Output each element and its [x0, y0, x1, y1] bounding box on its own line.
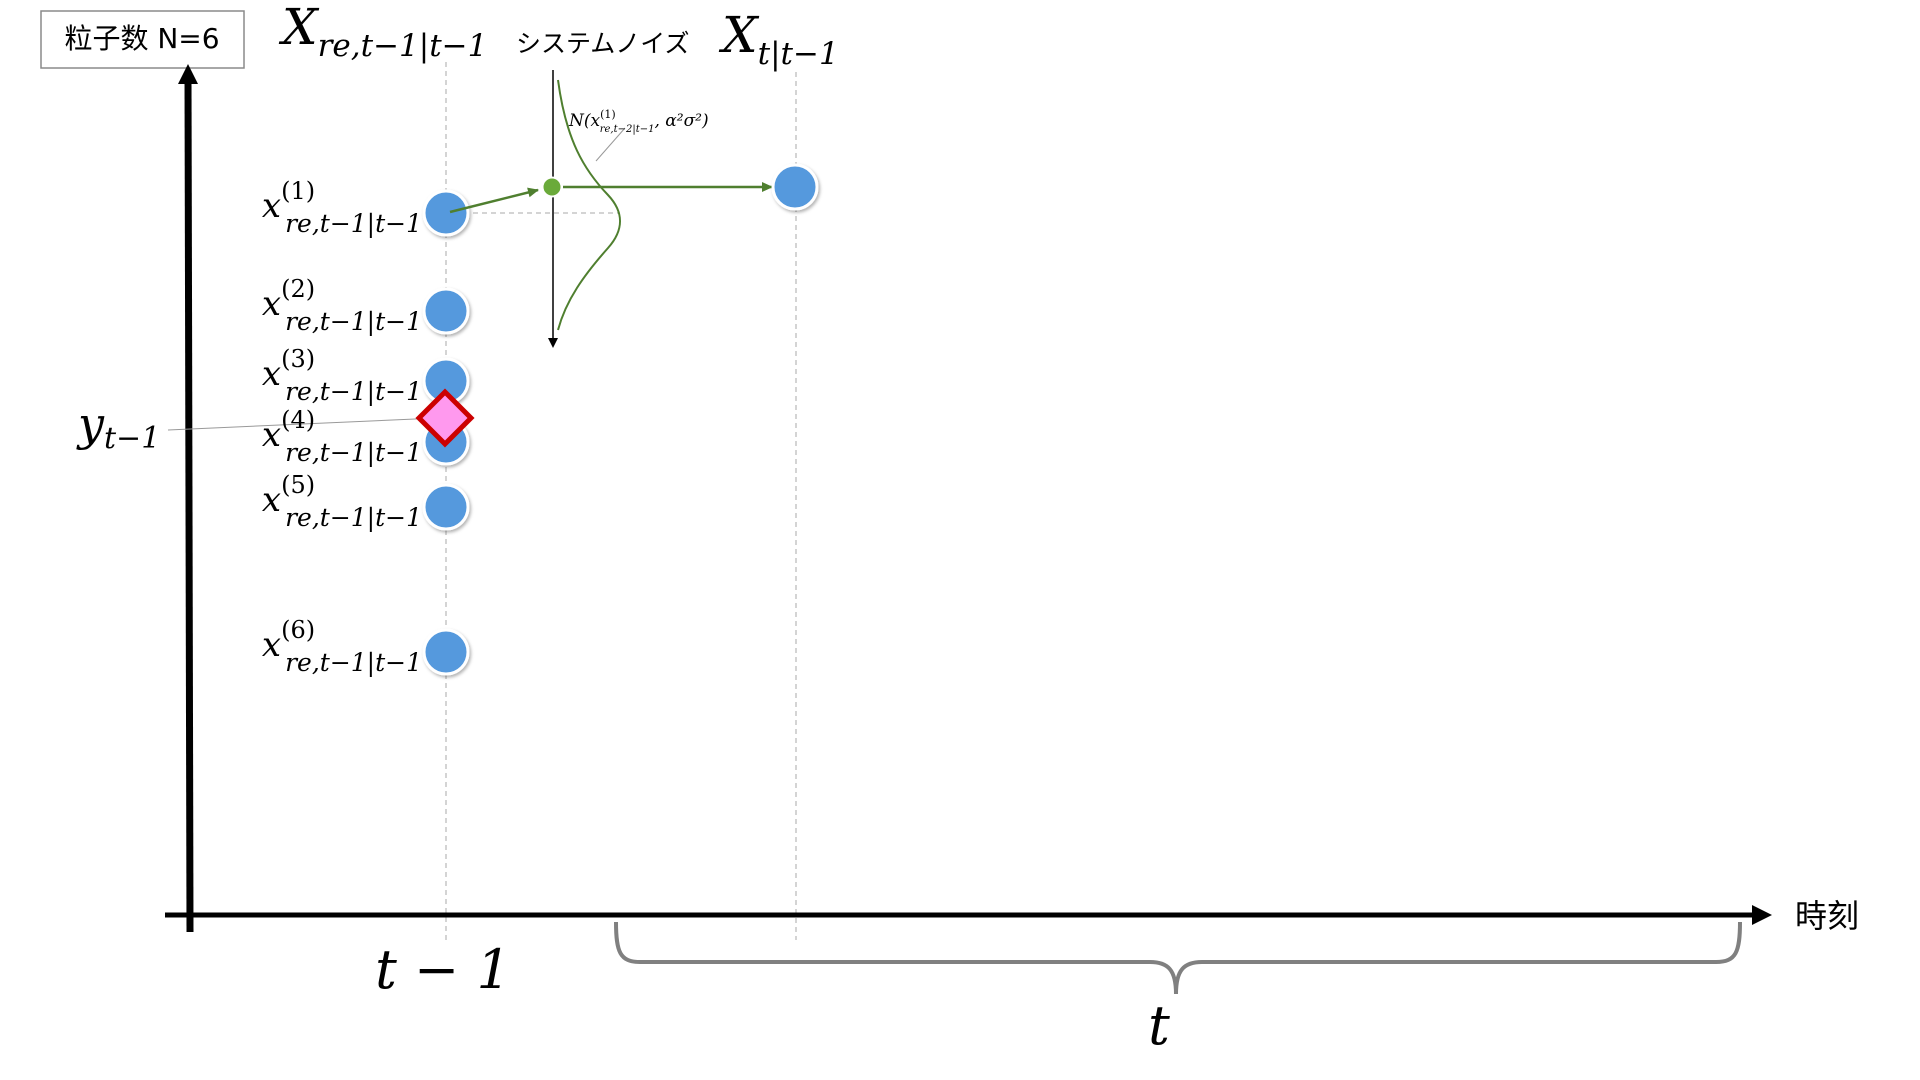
particle-count-label: 粒子数 N=6 — [64, 22, 219, 55]
particle-count-box: 粒子数 N=6 — [40, 10, 245, 69]
particle-circle — [422, 287, 470, 335]
noise-formula: N(x(1) re,t−2|t−1, α²σ²) — [568, 108, 709, 135]
time-brace — [614, 921, 1742, 995]
particle-label-sup: (1) — [281, 177, 315, 205]
particle-label: x(5) re,t−1|t−1 — [262, 471, 422, 533]
system-noise-label: システムノイズ — [516, 29, 690, 58]
particle-2: x(2) re,t−1|t−1 — [262, 275, 470, 337]
predicted-particle — [771, 163, 819, 211]
particle-label-sup: (5) — [281, 471, 315, 499]
particle-label-sub: re,t−1|t−1 — [285, 648, 422, 678]
particle-label-sub: re,t−1|t−1 — [285, 503, 422, 533]
header-right-label: Xt|t−1 — [718, 6, 839, 72]
particle-circle — [422, 628, 470, 676]
particle-label-base: x — [262, 415, 281, 455]
x-axis-arrowhead — [1752, 905, 1772, 925]
time-brace-label: t — [1148, 994, 1170, 1057]
particle-label-sub: re,t−1|t−1 — [285, 377, 422, 407]
particle-1: x(1) re,t−1|t−1 — [262, 177, 470, 239]
particle-label-sub: re,t−1|t−1 — [285, 209, 422, 239]
y-axis-arrowhead — [178, 64, 198, 84]
particle-label-sup: (4) — [281, 406, 315, 434]
header-left-label: Xre,t−1|t−1 — [278, 0, 487, 64]
noise-sample-dot — [541, 176, 563, 198]
particle-6: x(6) re,t−1|t−1 — [262, 616, 470, 678]
particle-label-base: x — [262, 354, 281, 394]
observation-leader-line — [167, 417, 439, 431]
particle-5: x(5) re,t−1|t−1 — [262, 471, 470, 533]
particle-label: x(1) re,t−1|t−1 — [262, 177, 422, 239]
particle-label: x(6) re,t−1|t−1 — [262, 616, 422, 678]
particle-label: x(2) re,t−1|t−1 — [262, 275, 422, 337]
particle-circle — [422, 483, 470, 531]
particle-label: x(4) re,t−1|t−1 — [262, 406, 422, 468]
particle-label-sup: (3) — [281, 345, 315, 373]
y-axis — [184, 77, 194, 933]
particle-label-sub: re,t−1|t−1 — [285, 307, 422, 337]
particle-label-base: x — [262, 186, 281, 226]
gaussian-curve — [557, 79, 621, 331]
particle-label-sup: (6) — [281, 616, 315, 644]
particle-label-sub: re,t−1|t−1 — [285, 438, 422, 468]
time-tick-prev: t − 1 — [375, 938, 511, 1001]
particle-3: x(3) re,t−1|t−1 — [262, 345, 470, 407]
particle-label-sup: (2) — [281, 275, 315, 303]
particle-label-base: x — [262, 284, 281, 324]
time-axis-label: 時刻 — [1795, 897, 1859, 935]
particle-label: x(3) re,t−1|t−1 — [262, 345, 422, 407]
observation-marker — [415, 388, 475, 448]
particle-label-base: x — [262, 480, 281, 520]
particle-label-base: x — [262, 625, 281, 665]
formula-leader-line — [595, 127, 626, 162]
observation-label: yt−1 — [76, 397, 160, 456]
particle-circle — [422, 189, 470, 237]
prediction-arrow-to-noise — [449, 187, 539, 214]
